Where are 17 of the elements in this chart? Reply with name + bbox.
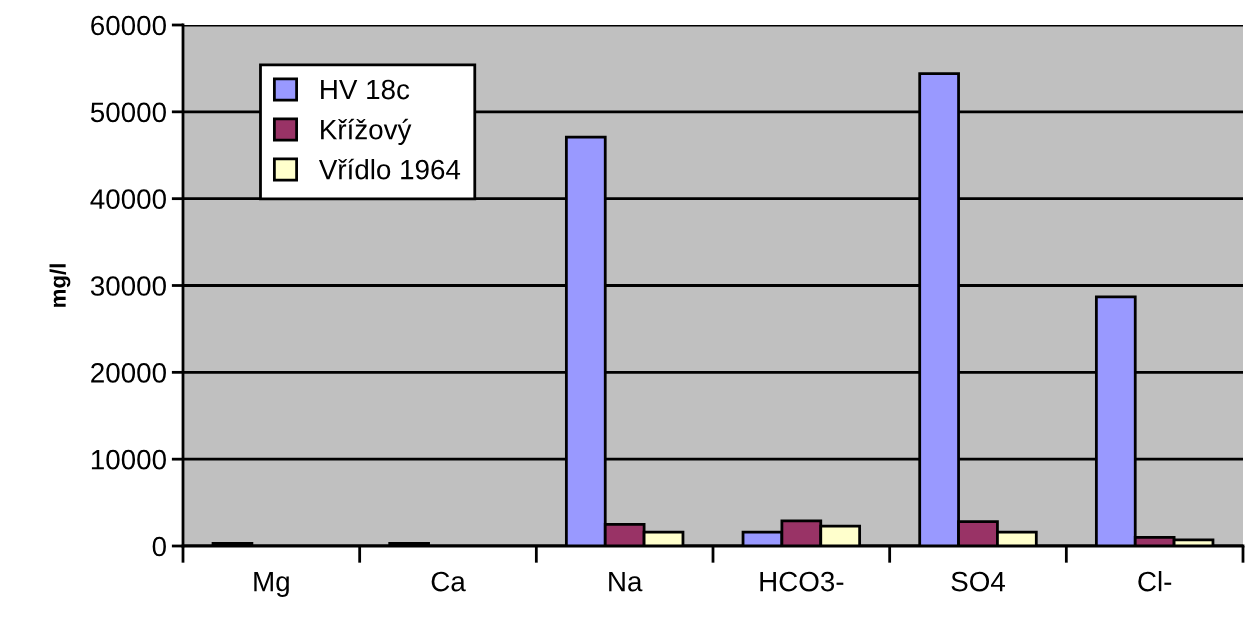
y-axis-title: mg/l [49,264,71,307]
y-tick-label: 40000 [90,189,166,210]
x-tick-label: HCO3- [760,571,844,592]
y-tick-label: 20000 [91,363,166,383]
y-tick-label: 30000 [90,276,166,296]
legend-label: Křížový [321,118,412,145]
x-tick-label: Na [609,572,643,592]
legend-label: Vřídlo 1964 [318,158,461,180]
x-tick-label: SO4 [951,571,1005,592]
y-tick-label: 10000 [91,449,166,470]
x-tick-label: Ca [431,571,466,592]
y-tick-label: 0 [152,536,166,557]
y-tick-label: 50000 [90,102,166,123]
x-tick-label: Mg [254,572,289,597]
legend-label: HV 18c [321,79,410,100]
y-tick-label: 60000 [91,15,166,36]
x-tick-label: Cl- [1138,571,1172,592]
